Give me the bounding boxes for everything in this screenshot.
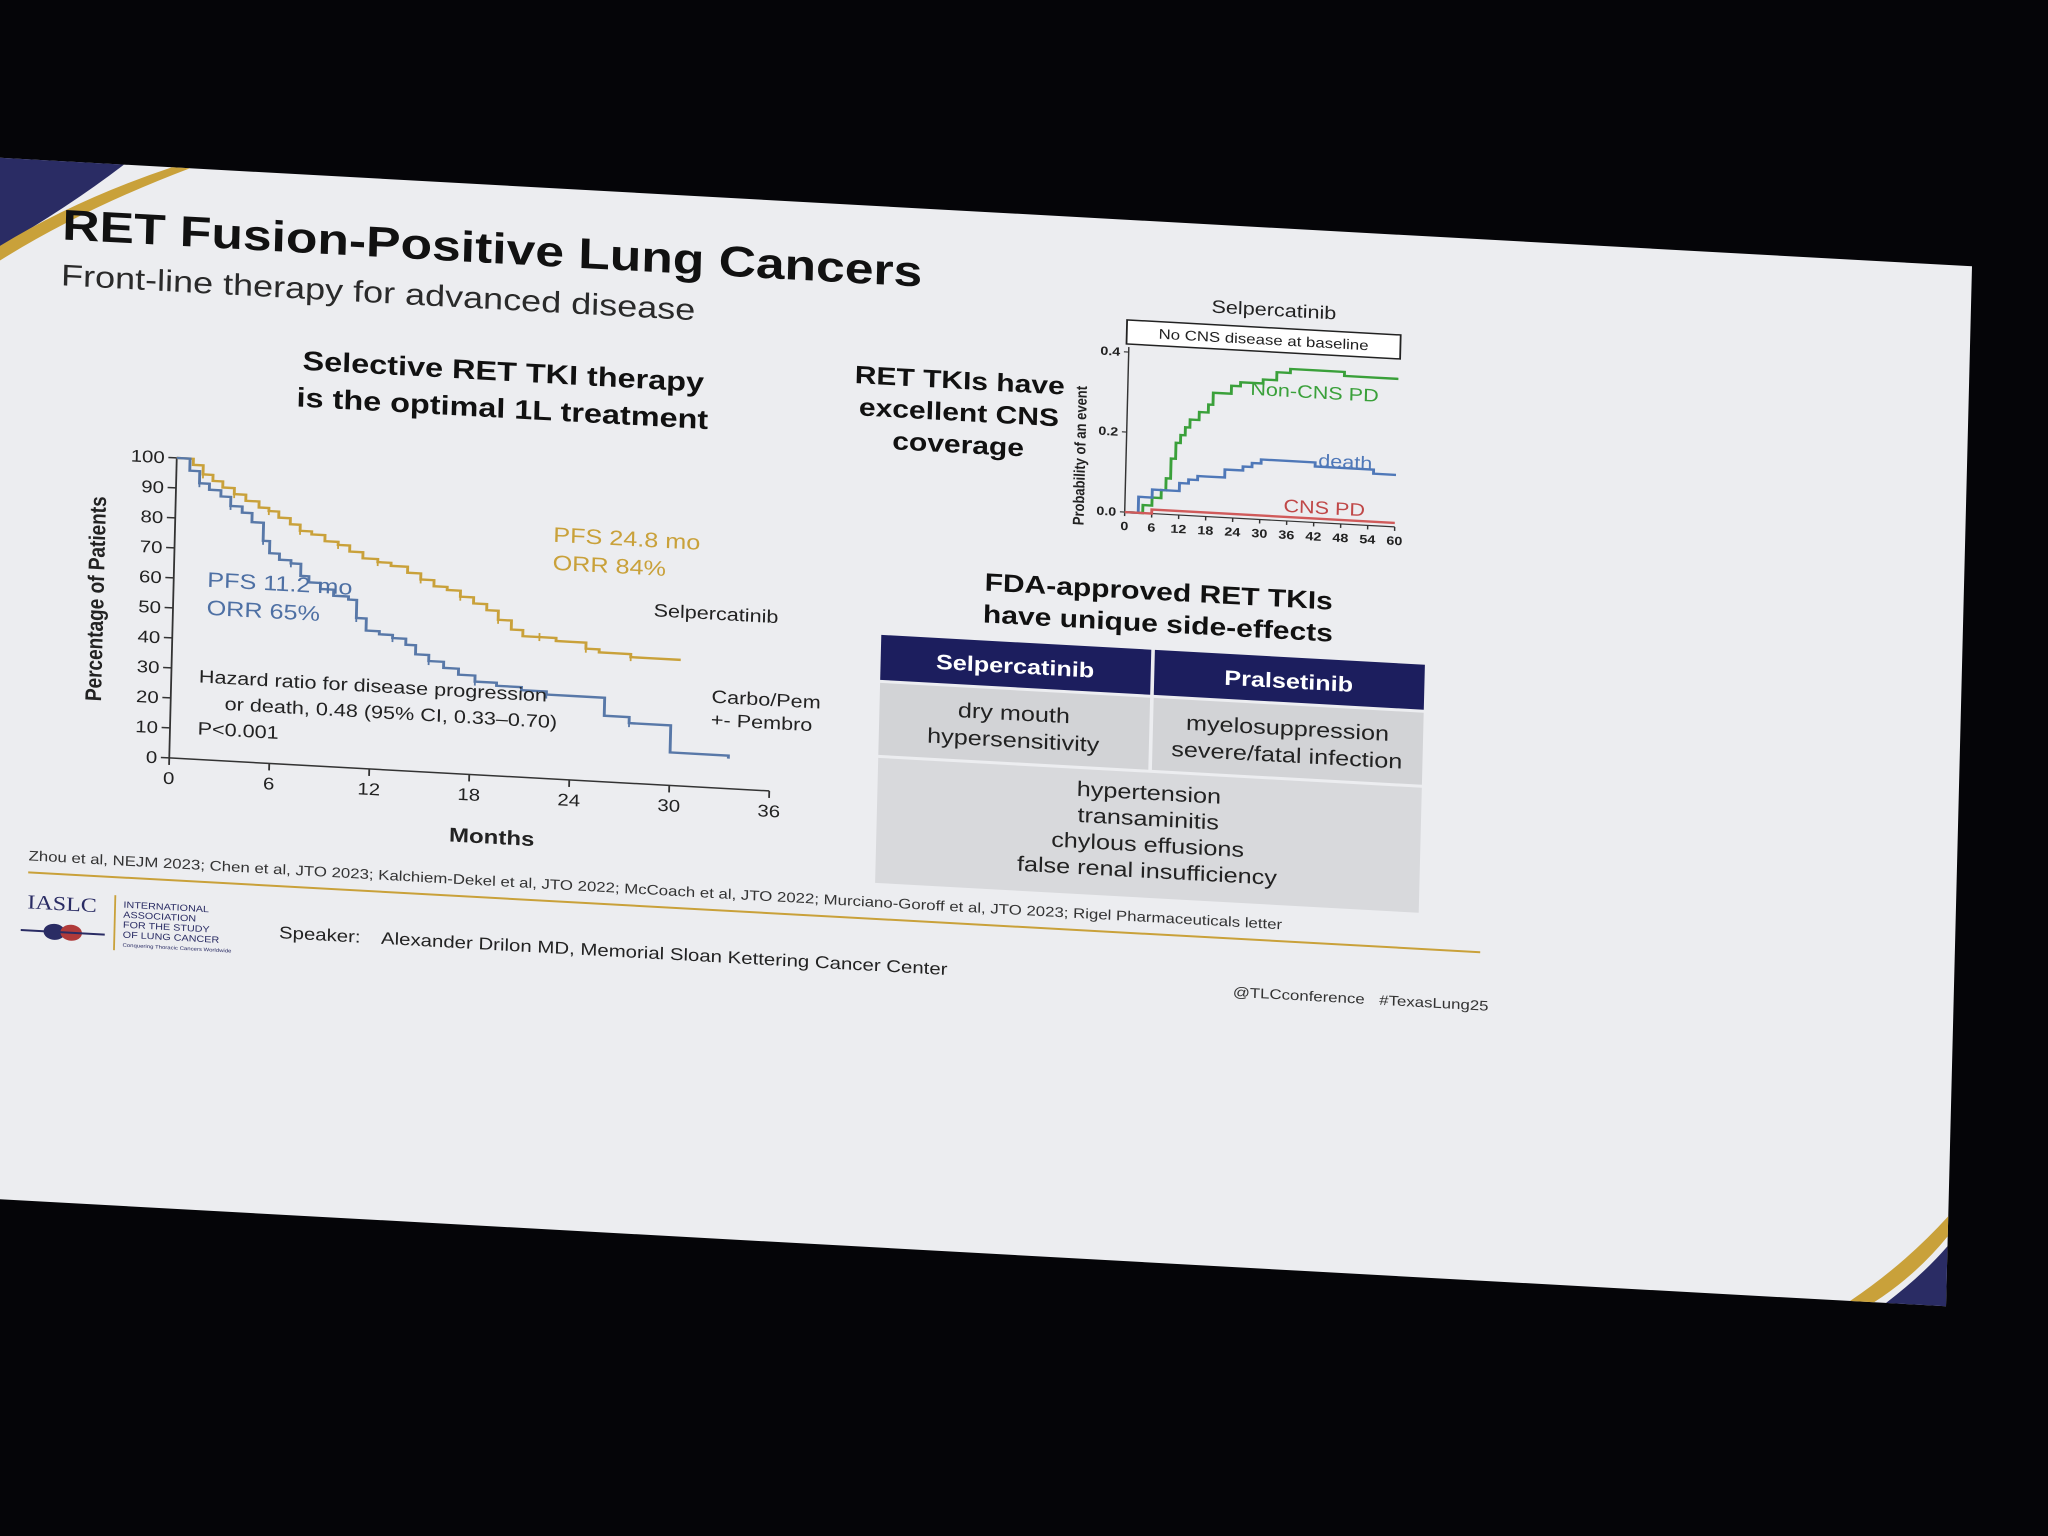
km-x-tick-label: 30	[657, 795, 680, 815]
km-y-tick-label: 30	[137, 657, 160, 677]
cns-series-0-curve	[1124, 367, 1399, 515]
km-y-tick-label: 40	[137, 627, 160, 647]
side-effects-section: FDA-approved RET TKIs have unique side-e…	[875, 568, 1425, 913]
side-effects-table: Selpercatinib Pralsetinib dry mouth hype…	[875, 634, 1425, 913]
km-series-1-curve	[176, 456, 730, 759]
km-axes: 0 6 12 18 24 30 36 0 10 20 30 40 50 60 70 80 90 100	[130, 446, 780, 821]
iaslc-logo-text: IASLC	[27, 890, 97, 916]
km-y-tick-label: 100	[130, 446, 164, 467]
km-y-tick-label: 90	[141, 477, 164, 497]
speaker-label: Speaker:	[279, 923, 361, 946]
table-header-pralsetinib	[1153, 649, 1425, 710]
km-y-tick-label: 50	[138, 597, 161, 617]
table-cell-shared	[875, 757, 1422, 913]
km-x-tick-label: 12	[357, 779, 380, 799]
logo-separator	[113, 895, 117, 951]
cns-x-tick-label: 24	[1224, 525, 1241, 539]
km-curves	[176, 456, 730, 759]
lungs-logo-icon	[20, 923, 105, 941]
km-x-tick-label: 0	[163, 768, 175, 788]
cns-pd-label: CNS PD	[1283, 496, 1365, 520]
footer-divider	[28, 871, 1481, 954]
cns-series-1-curve	[1124, 458, 1397, 515]
org-name-line2: ASSOCIATION	[123, 910, 196, 924]
cns-x-tick-label: 6	[1147, 520, 1155, 534]
table-cell-pralsetinib	[1151, 697, 1424, 785]
km-x-tick-label: 18	[457, 784, 480, 804]
org-name-line3: FOR THE STUDY	[123, 920, 210, 935]
table-cell-selpercatinib	[878, 682, 1151, 770]
cns-x-tick-label: 12	[1170, 522, 1186, 536]
km-y-tick-label: 10	[135, 717, 158, 737]
km-y-tick-label: 60	[139, 567, 162, 587]
cns-y-tick-label: 0.0	[1096, 504, 1116, 519]
km-y-tick-label: 70	[140, 537, 163, 557]
cns-x-tick-label: 0	[1120, 519, 1128, 533]
cns-x-tick-label: 48	[1332, 531, 1348, 545]
cns-y-tick-label: 0.4	[1100, 344, 1121, 359]
km-y-tick-label: 20	[136, 687, 159, 707]
cns-x-tick-label: 54	[1359, 532, 1376, 546]
cns-axes: 0 6 12 18 24 30 36 42 48 54 60 0.0 0.2 0.4	[1096, 344, 1402, 548]
cns-x-tick-label: 36	[1278, 528, 1294, 542]
hazard-ratio-line3: P<0.001	[197, 719, 279, 743]
cns-series-2-curve	[1124, 508, 1395, 525]
cns-y-axis-label: Probability of an event	[1070, 385, 1091, 525]
corner-swoosh-navy-br	[1886, 1246, 1948, 1307]
death-label: death	[1318, 451, 1373, 474]
km-x-tick-label: 24	[557, 790, 580, 810]
cns-x-axis	[1124, 511, 1395, 528]
corner-swoosh-navy	[0, 157, 125, 253]
cns-condition-box	[1125, 319, 1402, 360]
km-x-axis-label: Months	[449, 823, 535, 850]
cns-x-tick-label: 60	[1386, 534, 1402, 548]
km-x-tick-label: 6	[263, 774, 275, 794]
km-series-0-curve	[176, 456, 681, 662]
cns-curves	[1124, 367, 1399, 525]
cns-x-tick-label: 18	[1197, 523, 1213, 537]
slide: RET Fusion-Positive Lung Cancers Front-l…	[0, 157, 1973, 1307]
org-tagline: Conquering Thoracic Cancers Worldwide	[122, 943, 231, 954]
conference-handle: @TLCconference	[1233, 985, 1365, 1008]
org-name-line1: INTERNATIONAL	[123, 900, 209, 915]
km-y-tick-label: 0	[146, 747, 158, 767]
cns-y-tick-label: 0.2	[1098, 424, 1118, 439]
km-y-axis-label: Percentage of Patients	[81, 496, 111, 702]
km-y-tick-label: 80	[140, 507, 163, 527]
cns-x-tick-label: 30	[1251, 526, 1267, 540]
conference-hashtag: #TexasLung25	[1379, 993, 1489, 1014]
table-header-selpercatinib	[880, 634, 1152, 695]
cns-y-axis	[1123, 347, 1130, 513]
km-x-tick-label: 36	[757, 801, 780, 821]
cns-x-tick-label: 42	[1305, 529, 1321, 543]
